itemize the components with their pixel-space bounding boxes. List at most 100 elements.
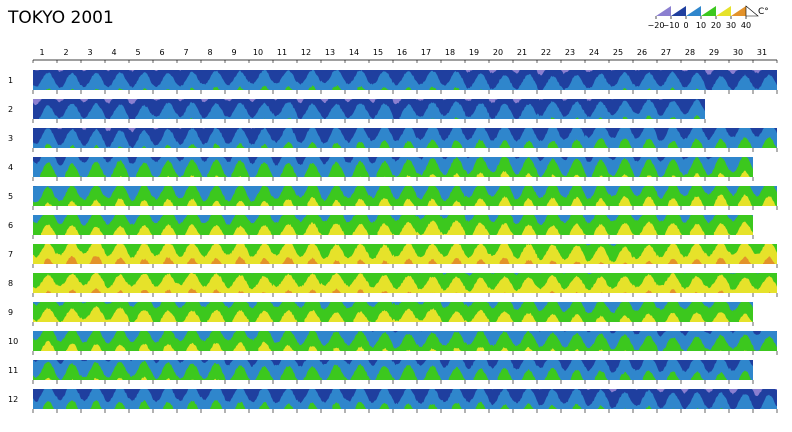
- legend-tick-label: 30: [726, 21, 736, 30]
- month-label: 11: [8, 366, 18, 375]
- temperature-band-area: [33, 99, 705, 119]
- temperature-strip: [33, 186, 777, 206]
- day-label: 21: [517, 48, 527, 57]
- day-label: 31: [757, 48, 767, 57]
- legend-tick-label: 10: [696, 21, 706, 30]
- temperature-strip: [33, 389, 777, 409]
- legend-tick-label: 20: [711, 21, 721, 30]
- temperature-band-area: [33, 244, 777, 264]
- temperature-strip: [33, 128, 777, 148]
- temperature-band-area: [33, 306, 753, 322]
- day-label: 23: [565, 48, 575, 57]
- day-label: 25: [613, 48, 623, 57]
- month-label: 8: [8, 279, 13, 288]
- day-label: 28: [685, 48, 695, 57]
- month-label: 3: [8, 134, 13, 143]
- month-label: 2: [8, 105, 13, 114]
- day-label: 24: [589, 48, 599, 57]
- day-label: 15: [373, 48, 383, 57]
- temperature-strip: [33, 215, 753, 235]
- month-label: 7: [8, 250, 13, 259]
- month-row: 2: [8, 99, 706, 123]
- day-label: 2: [63, 48, 68, 57]
- temperature-band-area: [46, 287, 771, 293]
- day-label: 19: [469, 48, 479, 57]
- month-row: 6: [8, 215, 754, 239]
- temperature-band-area: [41, 220, 753, 235]
- month-label: 4: [8, 163, 13, 172]
- temperature-strip: [33, 99, 705, 119]
- month-row: 7: [8, 244, 778, 268]
- month-row: 1: [8, 70, 778, 94]
- day-label: 6: [159, 48, 164, 57]
- month-row: 5: [8, 186, 778, 210]
- day-label: 16: [397, 48, 407, 57]
- day-label: 27: [661, 48, 671, 57]
- day-label: 26: [637, 48, 647, 57]
- month-label: 1: [8, 76, 13, 85]
- day-label: 10: [253, 48, 263, 57]
- month-row: 9: [8, 302, 754, 326]
- legend-tick-label: −10: [663, 21, 680, 30]
- legend-tick-label: −20: [648, 21, 665, 30]
- day-label: 30: [733, 48, 743, 57]
- temperature-band-area: [43, 399, 723, 409]
- temperature-band-area: [33, 157, 753, 177]
- day-label: 9: [231, 48, 236, 57]
- temperature-strip: [33, 244, 777, 264]
- month-row: 4: [8, 157, 754, 181]
- month-row: 3: [8, 128, 778, 152]
- day-label: 4: [111, 48, 116, 57]
- legend-band: [731, 6, 746, 16]
- day-label: 5: [135, 48, 140, 57]
- legend-tick-label: 0: [683, 21, 688, 30]
- day-label: 18: [445, 48, 455, 57]
- color-scale-legend: −20−10 0 10 20 30 40 C°: [648, 5, 769, 30]
- month-row: 8: [8, 273, 778, 297]
- month-label: 10: [8, 337, 18, 346]
- day-label: 20: [493, 48, 503, 57]
- month-label: 5: [8, 192, 13, 201]
- month-label: 6: [8, 221, 13, 230]
- day-label: 12: [301, 48, 311, 57]
- legend-tick-label: 40: [741, 21, 751, 30]
- legend-band: [686, 6, 701, 16]
- temperature-band-area: [33, 128, 777, 148]
- temperature-band-area: [33, 273, 777, 293]
- month-label: 9: [8, 308, 13, 317]
- temperature-band-area: [45, 136, 777, 148]
- day-label: 17: [421, 48, 431, 57]
- temperature-band-area: [166, 115, 701, 119]
- day-label: 14: [349, 48, 359, 57]
- day-label: 11: [277, 48, 287, 57]
- legend-band: [701, 6, 716, 16]
- temperature-strip: [33, 331, 777, 351]
- temperature-strip: [33, 70, 777, 90]
- day-label: 7: [183, 48, 188, 57]
- temperature-band-area: [118, 170, 751, 177]
- temperature-band-area: [33, 186, 777, 206]
- chart-title: TOKYO 2001: [7, 8, 114, 28]
- day-label: 22: [541, 48, 551, 57]
- legend-band: [716, 6, 731, 16]
- legend-band: [656, 6, 671, 16]
- legend-band: [671, 6, 686, 16]
- temperature-strip: [33, 360, 753, 380]
- temperature-band-area: [33, 99, 705, 119]
- day-label: 1: [39, 48, 44, 57]
- temperature-strip: [33, 157, 753, 177]
- temperature-band-area: [33, 70, 777, 90]
- temperature-band-area: [41, 340, 747, 351]
- temperature-strip: [33, 273, 777, 293]
- day-axis: 1 2 3 4 5 6 7 8 9 10 11 12 13 14 15 16 17 18 19 20 21 22 23 24 2…: [32, 48, 778, 63]
- legend-unit: C°: [758, 7, 769, 17]
- day-label: 13: [325, 48, 335, 57]
- temperature-band-area: [44, 255, 775, 264]
- month-row: 11: [8, 360, 754, 384]
- month-row: 10: [8, 331, 778, 355]
- day-label: 8: [207, 48, 212, 57]
- legend-arrow: [745, 5, 759, 17]
- day-label: 29: [709, 48, 719, 57]
